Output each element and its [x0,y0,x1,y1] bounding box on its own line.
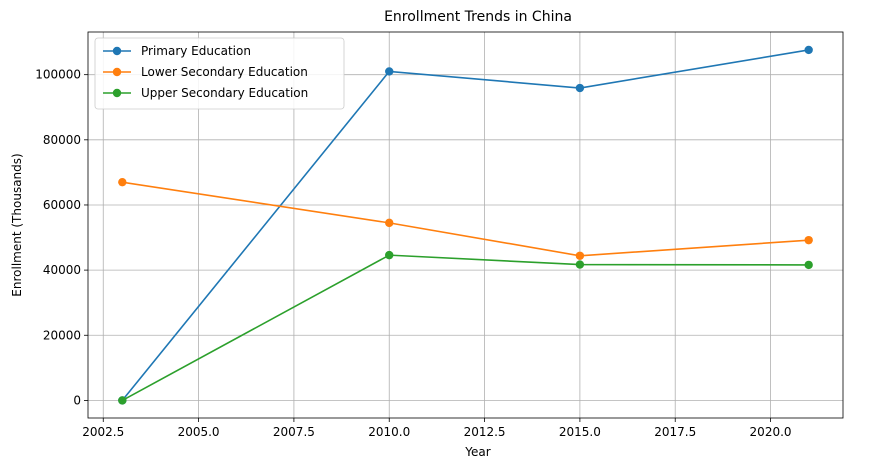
y-tick-label: 60000 [43,198,81,212]
data-point [804,260,813,270]
data-point [575,83,585,93]
ticks: 2002.5 2005.0 2007.5 2010.0 2012.5 2015.0 2017… [35,68,791,439]
y-tick-label: 80000 [43,133,81,147]
data-point [804,45,813,55]
x-axis-label: Year [464,445,490,459]
series-line [122,181,809,257]
data-point [118,177,127,187]
grid [88,32,843,418]
legend: Primary Education Lower Secondary Educati… [94,37,345,110]
x-tick-label: 2010.0 [368,425,410,439]
legend-label: Primary Education [141,44,251,58]
plot-frame [87,31,844,419]
legend-box [94,37,345,110]
legend-marker [112,46,122,56]
y-axis-label: Enrollment (Thousands) [10,153,24,296]
legend-marker [112,67,122,77]
legend-marker [112,88,122,98]
data-point [118,396,127,405]
data-point [385,250,394,260]
data-point [385,218,394,228]
legend-label: Upper Secondary Education [141,86,308,100]
x-tick-label: 2005.0 [178,425,220,439]
y-tick-label: 100000 [35,68,81,82]
data-point [385,67,394,76]
y-tick-label: 40000 [43,263,81,277]
y-tick-label: 20000 [43,328,81,342]
x-tick-label: 2002.5 [82,425,124,439]
x-tick-label: 2020.0 [750,425,792,439]
data-point [804,235,813,245]
chart-title: Enrollment Trends in China [384,9,572,25]
x-tick-label: 2017.5 [654,425,696,439]
data-point [575,251,585,260]
x-tick-label: 2012.5 [464,425,506,439]
data-point [575,260,585,269]
series-layer [118,45,813,405]
series-line [121,254,809,402]
x-tick-label: 2015.0 [559,425,601,439]
x-tick-label: 2007.5 [273,425,315,439]
series-line [121,49,809,401]
legend-label: Lower Secondary Education [141,65,308,79]
y-tick-label: 0 [73,393,81,407]
